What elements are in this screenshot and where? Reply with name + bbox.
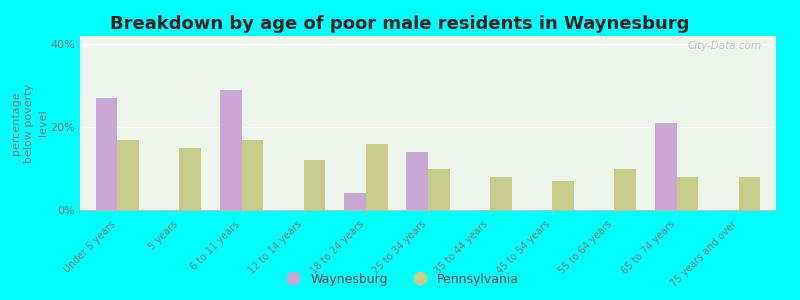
Bar (242, 140, 263, 210)
Bar (677, 177, 698, 210)
Text: Breakdown by age of poor male residents in Waynesburg: Breakdown by age of poor male residents … (110, 15, 690, 33)
Bar (655, 123, 677, 210)
Bar (95, 98, 118, 210)
Y-axis label: percentage
below poverty
level: percentage below poverty level (11, 83, 48, 163)
Bar (118, 140, 139, 210)
Bar (366, 144, 388, 210)
Bar (406, 152, 428, 210)
Bar (344, 194, 366, 210)
Bar (220, 90, 242, 210)
Bar (428, 169, 450, 210)
Bar (490, 177, 512, 210)
Text: City-Data.com: City-Data.com (688, 41, 762, 51)
Bar (304, 160, 326, 210)
Legend: Waynesburg, Pennsylvania: Waynesburg, Pennsylvania (276, 268, 524, 291)
Bar (552, 181, 574, 210)
Bar (614, 169, 636, 210)
Bar (738, 177, 761, 210)
Bar (179, 148, 201, 210)
